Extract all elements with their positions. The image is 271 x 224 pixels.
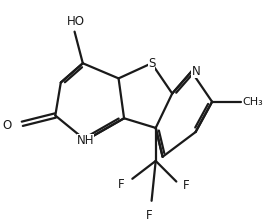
Text: CH₃: CH₃ <box>242 97 263 107</box>
Text: F: F <box>118 178 125 191</box>
Text: NH: NH <box>77 134 94 147</box>
Text: S: S <box>148 57 155 70</box>
Text: HO: HO <box>67 15 85 28</box>
Text: F: F <box>182 179 189 192</box>
Text: N: N <box>192 65 200 78</box>
Text: O: O <box>3 119 12 132</box>
Text: F: F <box>146 209 152 222</box>
